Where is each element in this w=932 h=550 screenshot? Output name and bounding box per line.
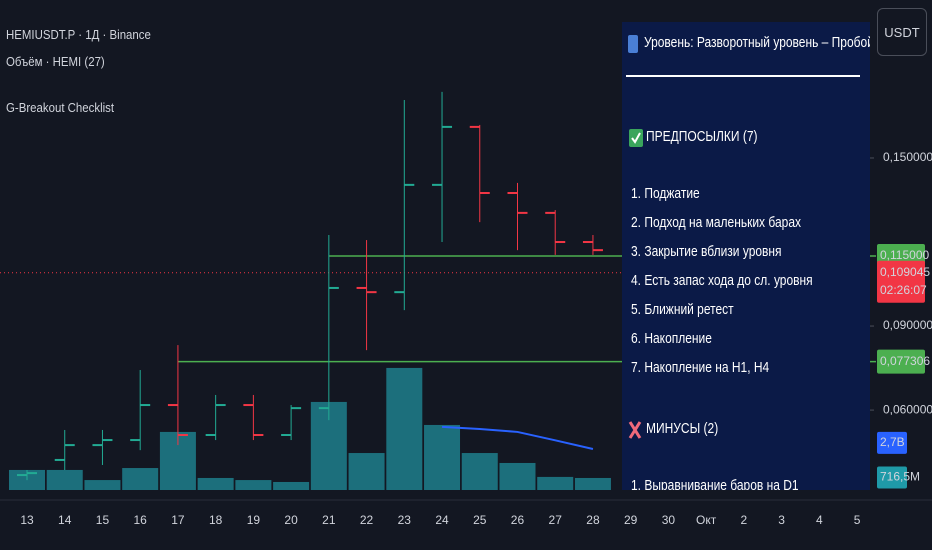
volume-bar: [348, 453, 385, 490]
countdown: 02:26:07: [880, 283, 927, 297]
x-tick-label: 14: [58, 513, 72, 527]
checklist-panel: Уровень: Разворотный уровень – Пробой Sh…: [622, 22, 870, 490]
x-tick-label: 24: [435, 513, 449, 527]
symbol-title: HEMIUSDT.P · 1Д · Binance: [6, 27, 151, 42]
x-tick-label: Окт: [696, 513, 717, 527]
x-tick-label: 25: [473, 513, 487, 527]
y-tick-label: 0,060000: [883, 402, 932, 416]
volume-bar: [46, 469, 83, 490]
last-price-label: 0,109045: [880, 265, 930, 279]
x-tick-label: 2: [741, 513, 748, 527]
volume-bar: [424, 424, 461, 490]
volume-bar: [122, 468, 159, 490]
x-tick-label: 30: [662, 513, 676, 527]
check-icon: [629, 129, 643, 147]
checklist-item: 5. Ближний ретест: [631, 301, 734, 318]
last-price-badge: [877, 260, 925, 303]
checklist-item: 6. Накопление: [631, 330, 712, 347]
checklist-item: 2. Подход на маленьких барах: [631, 214, 802, 231]
y-tick-label: 0,090000: [883, 318, 932, 332]
level-badge: [877, 349, 925, 374]
cross-icon: [628, 421, 642, 439]
x-tick-label: 29: [624, 513, 638, 527]
title-icon: [628, 35, 638, 53]
x-tick-label: 27: [549, 513, 563, 527]
cons-title: МИНУСЫ (2): [646, 420, 719, 437]
x-tick-label: 16: [134, 513, 148, 527]
x-tick-label: 28: [586, 513, 600, 527]
volume-bar: [537, 476, 574, 490]
x-tick-label: 20: [284, 513, 298, 527]
indicator-title: G-Breakout Checklist: [6, 100, 115, 115]
x-tick-label: 22: [360, 513, 374, 527]
checklist-item: 4. Есть запас хода до сл. уровня: [631, 272, 813, 289]
checklist-item: 3. Закрытие вблизи уровня: [631, 243, 782, 260]
volume-bar: [84, 480, 121, 490]
pros-title: ПРЕДПОСЫЛКИ (7): [646, 128, 758, 145]
x-tick-label: 21: [322, 513, 336, 527]
y-tick-label: 0,150000: [883, 150, 932, 164]
volume-bar: [273, 481, 310, 490]
x-tick-label: 13: [20, 513, 34, 527]
x-tick-label: 17: [171, 513, 185, 527]
level-label: 0,115000: [880, 248, 929, 262]
x-tick-label: 19: [247, 513, 261, 527]
level-label: 0,077306: [880, 354, 930, 368]
checklist-item: 1. Выравнивание баров на D1: [631, 477, 799, 490]
divider: [626, 75, 860, 77]
volume-bar: [499, 462, 536, 490]
volume-badge: [877, 431, 907, 454]
x-tick-label: 3: [778, 513, 785, 527]
x-tick-label: 15: [96, 513, 110, 527]
checklist-item: 1. Поджатие: [631, 185, 700, 202]
x-tick-label: 26: [511, 513, 525, 527]
volume-bar: [235, 480, 272, 490]
x-tick-label: 23: [398, 513, 412, 527]
volume-bar: [197, 477, 234, 490]
x-tick-label: 4: [816, 513, 823, 527]
panel-title: Уровень: Разворотный уровень – Пробой Sh…: [644, 34, 870, 51]
volume-ma-line: [441, 425, 594, 450]
checklist-item: 7. Накопление на H1, H4: [631, 359, 770, 376]
x-tick-label: 5: [854, 513, 861, 527]
currency-button[interactable]: USDT: [877, 8, 927, 56]
volume-tick-label: 2,7B: [880, 435, 905, 449]
volume-bar: [461, 453, 498, 490]
volume-bar: [386, 367, 423, 490]
volume-title: Объём · HEMI (27): [6, 54, 105, 69]
volume-badge: [877, 466, 907, 489]
x-tick-label: 18: [209, 513, 223, 527]
volume-tick-label: 716,5M: [880, 470, 920, 484]
volume-bar: [574, 477, 611, 490]
